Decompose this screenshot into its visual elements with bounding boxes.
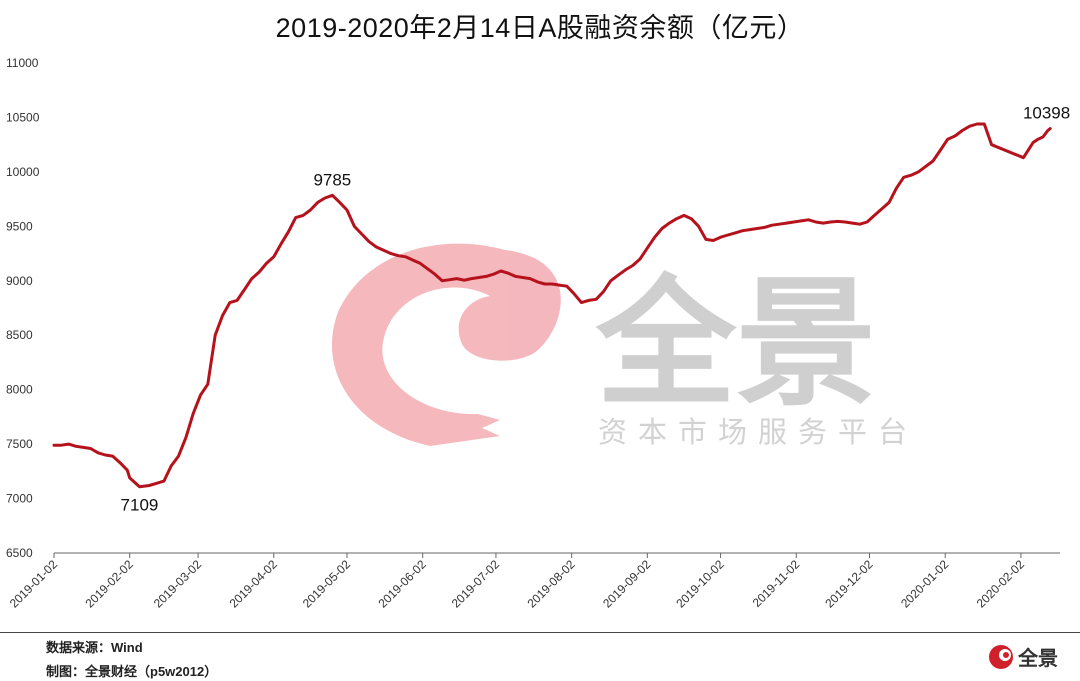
annotation-group: 7109 9785 10398 — [121, 104, 1071, 515]
series-line — [52, 122, 1052, 489]
watermark-logo-icon — [331, 243, 561, 446]
data-label: 9785 — [313, 170, 351, 189]
x-tick-label: 2019-03-02 — [151, 557, 205, 611]
x-tick-label: 2019-05-02 — [300, 557, 354, 611]
brand-logo-icon — [989, 645, 1013, 669]
data-label: 7109 — [121, 496, 159, 515]
y-tick-label: 7500 — [6, 437, 33, 451]
x-axis-ticks: 2019-01-02 2019-02-02 2019-03-02 2019-04-02… — [7, 553, 1027, 611]
data-label: 10398 — [1023, 104, 1070, 123]
x-tick-label: 2020-01-02 — [898, 557, 952, 611]
x-tick-label: 2019-01-02 — [7, 557, 61, 611]
x-tick-label: 2019-06-02 — [376, 557, 430, 611]
x-tick-label: 2019-08-02 — [524, 557, 578, 611]
x-tick-label: 2019-02-02 — [83, 557, 137, 611]
x-tick-label: 2019-11-02 — [750, 557, 803, 610]
y-tick-label: 11000 — [6, 56, 39, 70]
y-tick-label: 6500 — [6, 546, 33, 560]
watermark-brand: 全景 — [595, 265, 876, 422]
y-tick-label: 8500 — [6, 328, 33, 342]
y-axis-ticks: 6500 7000 7500 8000 8500 9000 9500 10000 10500 11… — [6, 56, 40, 560]
y-tick-label: 9000 — [6, 274, 33, 288]
chart-title: 2019-2020年2月14日A股融资余额（亿元） — [275, 13, 805, 43]
footer-divider — [0, 632, 1080, 633]
x-tick-label: 2019-07-02 — [449, 557, 503, 611]
x-tick-label: 2019-12-02 — [822, 557, 876, 611]
line-chart: 全景 资本市场服务平台 6500 7000 7500 8000 8500 9000 9500… — [6, 56, 1071, 611]
y-tick-label: 9500 — [6, 219, 33, 233]
x-tick-label: 2019-09-02 — [600, 557, 654, 611]
y-tick-label: 8000 — [6, 383, 33, 397]
x-tick-label: 2019-10-02 — [673, 557, 727, 611]
watermark: 全景 资本市场服务平台 — [331, 243, 918, 449]
y-tick-label: 7000 — [6, 492, 33, 506]
footer-logo: 全景 — [989, 645, 1058, 670]
watermark-subtitle: 资本市场服务平台 — [598, 416, 918, 449]
x-tick-label: 2020-02-02 — [974, 557, 1028, 611]
y-tick-label: 10500 — [6, 110, 40, 124]
x-tick-label: 2019-04-02 — [227, 557, 281, 611]
y-tick-label: 10000 — [6, 165, 40, 179]
footer-source: 数据来源：Wind — [46, 640, 143, 655]
series-group — [52, 122, 1052, 489]
footer-logo-text: 全景 — [1017, 646, 1058, 670]
footer-credit: 制图：全景财经（p5w2012） — [46, 664, 218, 679]
